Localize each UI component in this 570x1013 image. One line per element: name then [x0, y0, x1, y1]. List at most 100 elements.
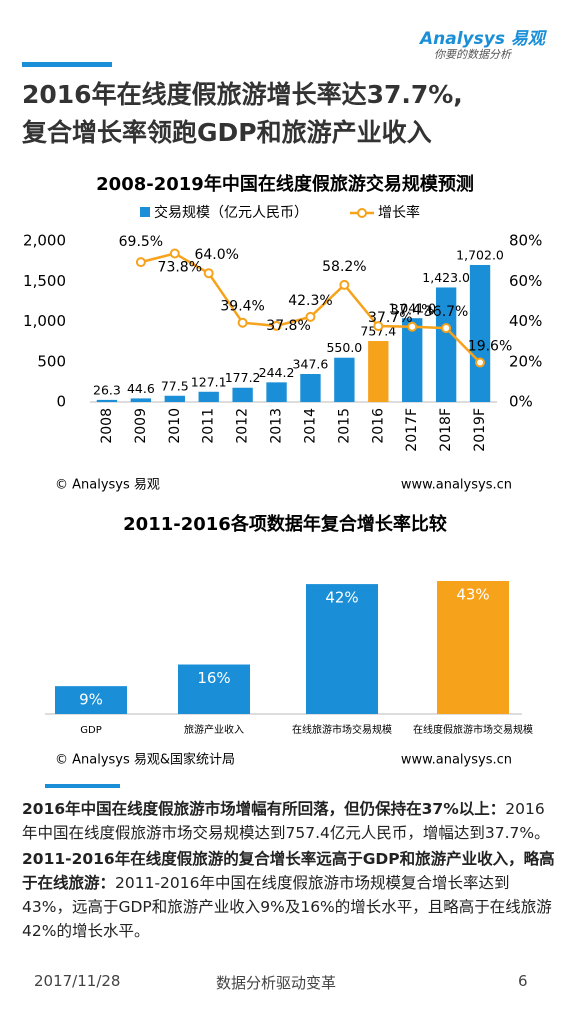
bar	[164, 395, 185, 402]
title-line: 2016年在线度假旅游增长率达37.7%,	[22, 80, 463, 109]
x-tick-label: 2018F	[438, 408, 454, 452]
growth-marker	[305, 311, 316, 322]
accent-bar	[22, 62, 112, 67]
growth-marker	[407, 321, 418, 332]
x-tick-label: 2013	[269, 408, 285, 444]
y-tick-label: 1,000	[23, 312, 66, 330]
growth-label: 37.7%	[368, 310, 412, 326]
tagline: 你要的数据分析	[434, 48, 511, 61]
growth-marker	[441, 323, 452, 334]
bar	[402, 318, 423, 402]
x-tick-label: 旅游产业收入	[184, 723, 244, 736]
growth-marker	[203, 268, 214, 279]
bar	[130, 398, 152, 402]
text: 2011-2016年中国在线度假旅游市场规模复合增长率达到43%，远高于GDP和…	[22, 874, 552, 940]
bar-value-label: 550.0	[326, 340, 362, 355]
growth-label: 69.5%	[119, 234, 163, 250]
bar-value-label: 77.5	[161, 378, 189, 393]
growth-marker	[339, 279, 350, 290]
bar-value-label: 42%	[325, 589, 358, 607]
bold-text: 2011-2016年在线度假旅游的复合增长率远高于GDP和旅游产业收入，略高于在…	[22, 850, 555, 892]
x-tick-label: 2009	[133, 408, 149, 444]
x-tick-label: 在线旅游市场交易规模	[292, 723, 392, 736]
growth-label: 19.6%	[468, 339, 512, 355]
legend-label: 增长率	[378, 204, 420, 221]
x-tick-label: 在线度假旅游市场交易规模	[413, 723, 533, 736]
body: 2016年中国在线度假旅游市场增幅有所回落，但仍保持在37%以上：2016年中国…	[22, 797, 557, 945]
growth-label: 73.8%	[158, 259, 202, 275]
growth-label: 42.3%	[288, 293, 332, 309]
bar	[266, 382, 287, 402]
bar	[469, 264, 491, 402]
x-tick-label: 2016	[370, 408, 386, 444]
bar-value-label: 177.2	[225, 370, 261, 385]
x-tick-label: 2011	[201, 408, 217, 444]
growth-marker	[271, 320, 282, 331]
bar-value-label: 9%	[79, 691, 103, 709]
growth-marker	[475, 357, 486, 368]
website: www.analysys.cn	[401, 753, 512, 768]
legend-swatch	[140, 207, 150, 217]
y-tick-label: 1,500	[23, 272, 66, 290]
y2-tick-label: 20%	[509, 352, 542, 370]
x-tick-label: GDP	[80, 725, 101, 736]
growth-marker	[373, 321, 384, 332]
footer-date: 2017/11/28	[34, 972, 121, 990]
title-line: 复合增长率领跑GDP和旅游产业收入	[22, 118, 432, 147]
bold-text: 2016年中国在线度假旅游市场增幅有所回落，但仍保持在37%以上：	[22, 800, 506, 818]
bar-value-label: 43%	[456, 586, 489, 604]
bar	[334, 357, 355, 402]
logo: Analysys 易观	[420, 29, 545, 49]
y-tick-label: 0	[56, 393, 66, 411]
y-tick-label: 2,000	[23, 232, 66, 250]
y-tick-label: 500	[37, 352, 66, 370]
bar-value-label: 26.3	[93, 382, 121, 397]
bar	[368, 341, 389, 402]
text: 2016年中国在线度假旅游市场交易规模达到757.4亿元人民币，增幅达到37.7…	[22, 800, 550, 842]
source: © Analysys 易观	[55, 478, 160, 493]
bar	[232, 387, 253, 402]
growth-label: 37.4%	[390, 303, 434, 319]
growth-label: 64.0%	[194, 247, 238, 263]
bar	[198, 391, 219, 402]
bar	[55, 686, 127, 714]
bar-value-label: 244.2	[259, 365, 295, 380]
growth-label: 36.7%	[424, 304, 468, 320]
page-title: 2016年在线度假旅游增长率达37.7%, 复合增长率领跑GDP和旅游产业收入	[22, 76, 463, 152]
bar	[96, 399, 118, 402]
x-tick-label: 2014	[302, 408, 318, 444]
y2-tick-label: 0%	[509, 393, 533, 411]
bar-value-label: 127.1	[191, 374, 227, 389]
growth-label: 39.4%	[220, 299, 264, 315]
accent-bar	[45, 784, 120, 788]
bar	[435, 287, 457, 402]
paragraph: 2011-2016年在线度假旅游的复合增长率远高于GDP和旅游产业收入，略高于在…	[22, 847, 557, 943]
source: © Analysys 易观&国家统计局	[55, 752, 235, 768]
bar-value-label: 1,702.0	[456, 247, 504, 262]
bar	[178, 664, 250, 714]
x-tick-label: 2008	[99, 408, 115, 444]
bar-value-label: 1,041.0	[388, 301, 436, 316]
bar-value-label: 16%	[197, 669, 230, 687]
growth-label: 37.8%	[266, 318, 310, 334]
x-tick-label: 2012	[235, 408, 251, 444]
bar	[437, 581, 509, 714]
x-tick-label: 2010	[167, 408, 183, 444]
x-tick-label: 2017F	[404, 408, 420, 452]
chart-2: 2011-2016各项数据年复合增长率比较 9% GDP 16% 旅游产业收入 42% 在线…	[45, 513, 533, 768]
bar	[300, 374, 321, 402]
chart-title: 2008-2019年中国在线度假旅游交易规模预测	[96, 173, 474, 195]
y2-tick-label: 40%	[509, 312, 542, 330]
x-tick-label: 2019F	[472, 408, 488, 452]
bar	[306, 584, 378, 714]
paragraph: 2016年中国在线度假旅游市场增幅有所回落，但仍保持在37%以上：2016年中国…	[22, 797, 557, 845]
legend-marker	[357, 208, 367, 218]
chart-title: 2011-2016各项数据年复合增长率比较	[123, 513, 447, 535]
page-number: 6	[518, 972, 528, 990]
website: www.analysys.cn	[401, 478, 512, 493]
growth-label: 58.2%	[322, 259, 366, 275]
y2-tick-label: 80%	[509, 232, 542, 250]
bar-value-label: 1,423.0	[422, 270, 470, 285]
